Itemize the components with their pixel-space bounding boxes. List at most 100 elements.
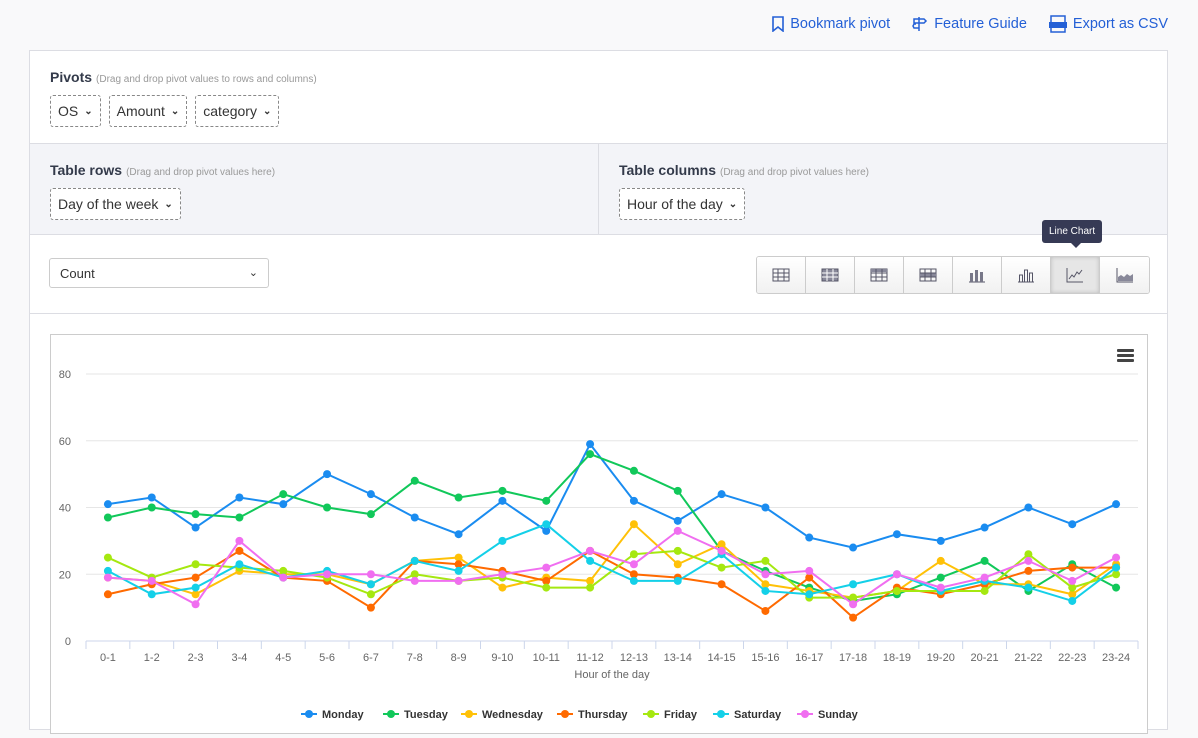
view-stacked-bar-button[interactable]: [953, 257, 1002, 293]
legend-item-saturday[interactable]: Saturday: [713, 709, 782, 721]
data-point[interactable]: [454, 566, 463, 575]
data-point[interactable]: [1112, 553, 1121, 562]
data-point[interactable]: [761, 503, 770, 512]
data-point[interactable]: [673, 486, 682, 495]
data-point[interactable]: [586, 450, 595, 459]
data-point[interactable]: [498, 486, 507, 495]
data-point[interactable]: [980, 556, 989, 565]
data-point[interactable]: [454, 553, 463, 562]
data-point[interactable]: [673, 576, 682, 585]
data-point[interactable]: [1068, 520, 1077, 529]
data-point[interactable]: [235, 536, 244, 545]
data-point[interactable]: [191, 600, 200, 609]
data-point[interactable]: [191, 573, 200, 582]
data-point[interactable]: [673, 516, 682, 525]
data-point[interactable]: [366, 603, 375, 612]
data-point[interactable]: [761, 570, 770, 579]
data-point[interactable]: [761, 606, 770, 615]
legend-item-sunday[interactable]: Sunday: [797, 709, 859, 721]
data-point[interactable]: [191, 583, 200, 592]
data-point[interactable]: [191, 590, 200, 599]
data-point[interactable]: [936, 556, 945, 565]
view-table-col-heatmap-button[interactable]: [855, 257, 904, 293]
data-point[interactable]: [323, 503, 332, 512]
data-point[interactable]: [805, 566, 814, 575]
data-point[interactable]: [410, 576, 419, 585]
data-point[interactable]: [498, 583, 507, 592]
data-point[interactable]: [366, 590, 375, 599]
data-point[interactable]: [542, 563, 551, 572]
data-point[interactable]: [279, 566, 288, 575]
data-point[interactable]: [410, 556, 419, 565]
data-point[interactable]: [892, 586, 901, 595]
data-point[interactable]: [629, 570, 638, 579]
data-point[interactable]: [191, 560, 200, 569]
data-point[interactable]: [673, 526, 682, 535]
legend-item-monday[interactable]: Monday: [301, 709, 364, 721]
data-point[interactable]: [892, 530, 901, 539]
data-point[interactable]: [147, 503, 156, 512]
data-point[interactable]: [103, 566, 112, 575]
table-rows-dropzone[interactable]: Table rows (Drag and drop pivot values he…: [30, 144, 599, 234]
data-point[interactable]: [805, 590, 814, 599]
data-point[interactable]: [849, 580, 858, 589]
data-point[interactable]: [980, 573, 989, 582]
data-point[interactable]: [849, 543, 858, 552]
data-point[interactable]: [717, 540, 726, 549]
data-point[interactable]: [849, 613, 858, 622]
data-point[interactable]: [673, 560, 682, 569]
pivot-chip-category[interactable]: category ⌄: [195, 95, 280, 127]
data-point[interactable]: [103, 513, 112, 522]
data-point[interactable]: [103, 500, 112, 509]
data-point[interactable]: [542, 496, 551, 505]
data-point[interactable]: [1024, 583, 1033, 592]
data-point[interactable]: [410, 570, 419, 579]
data-point[interactable]: [761, 586, 770, 595]
legend-item-wednesday[interactable]: Wednesday: [461, 709, 544, 721]
data-point[interactable]: [542, 520, 551, 529]
data-point[interactable]: [191, 523, 200, 532]
legend-item-tuesday[interactable]: Tuesday: [383, 709, 449, 721]
data-point[interactable]: [410, 513, 419, 522]
aggregate-select[interactable]: Count ⌄: [49, 258, 269, 288]
data-point[interactable]: [279, 573, 288, 582]
data-point[interactable]: [936, 536, 945, 545]
pivot-chip-amount[interactable]: Amount ⌄: [108, 95, 188, 127]
data-point[interactable]: [629, 550, 638, 559]
data-point[interactable]: [717, 563, 726, 572]
data-point[interactable]: [1068, 590, 1077, 599]
legend-item-friday[interactable]: Friday: [643, 709, 698, 721]
data-point[interactable]: [629, 496, 638, 505]
data-point[interactable]: [498, 536, 507, 545]
data-point[interactable]: [454, 530, 463, 539]
data-point[interactable]: [542, 576, 551, 585]
data-point[interactable]: [717, 490, 726, 499]
data-point[interactable]: [629, 576, 638, 585]
data-point[interactable]: [498, 570, 507, 579]
data-point[interactable]: [1112, 563, 1121, 572]
data-point[interactable]: [1024, 550, 1033, 559]
row-chip-day-of-week[interactable]: Day of the week ⌄: [50, 188, 181, 220]
data-point[interactable]: [235, 513, 244, 522]
chart-menu-icon[interactable]: [1117, 349, 1134, 362]
data-point[interactable]: [147, 576, 156, 585]
legend-item-thursday[interactable]: Thursday: [557, 709, 628, 721]
data-point[interactable]: [1068, 583, 1077, 592]
data-point[interactable]: [147, 493, 156, 502]
column-chip-hour-of-day[interactable]: Hour of the day ⌄: [619, 188, 746, 220]
data-point[interactable]: [235, 560, 244, 569]
data-point[interactable]: [761, 556, 770, 565]
data-point[interactable]: [454, 493, 463, 502]
data-point[interactable]: [980, 523, 989, 532]
data-point[interactable]: [235, 493, 244, 502]
data-point[interactable]: [235, 546, 244, 555]
data-point[interactable]: [1068, 576, 1077, 585]
data-point[interactable]: [586, 576, 595, 585]
data-point[interactable]: [717, 546, 726, 555]
data-point[interactable]: [103, 573, 112, 582]
pivot-chip-os[interactable]: OS ⌄: [50, 95, 101, 127]
data-point[interactable]: [936, 573, 945, 582]
data-point[interactable]: [1112, 583, 1121, 592]
data-point[interactable]: [629, 560, 638, 569]
data-point[interactable]: [936, 583, 945, 592]
